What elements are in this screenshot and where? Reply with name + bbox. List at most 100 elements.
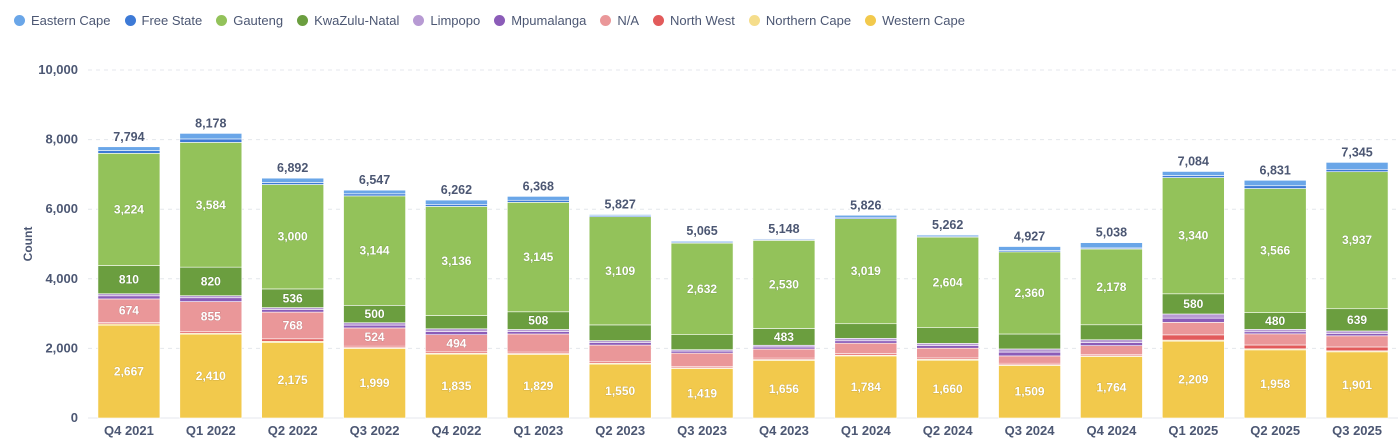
bar-segment [916, 347, 979, 359]
x-tick-label: Q1 2023 [513, 423, 563, 438]
x-tick-label: Q4 2021 [104, 423, 154, 438]
x-tick-label: Q2 2022 [268, 423, 318, 438]
legend-label: Limpopo [430, 13, 481, 28]
legend-item-limpopo[interactable]: Limpopo [413, 13, 480, 28]
legend-dot-icon [124, 15, 136, 26]
segment-value-label: 3,584 [196, 198, 226, 212]
bar-segment [425, 204, 488, 207]
segment-value-label: 3,937 [1342, 233, 1372, 247]
legend-label: North West [670, 13, 735, 28]
x-tick-label: Q3 2022 [350, 423, 400, 438]
segment-value-label: 2,667 [114, 365, 144, 379]
legend-item-na[interactable]: N/A [600, 13, 639, 28]
bar-segment [97, 293, 161, 297]
bar-segment [752, 240, 816, 329]
bar-segment [916, 236, 979, 328]
legend-item-kwazulu-natal[interactable]: KwaZulu-Natal [297, 13, 399, 28]
bar-segment [916, 234, 979, 237]
y-tick-label: 8,000 [45, 132, 78, 147]
bar-segment [1162, 334, 1225, 341]
bar-total-label: 5,826 [850, 198, 881, 212]
x-tick-label: Q4 2024 [1087, 423, 1138, 438]
bar-segment [916, 327, 979, 344]
bar-segment [1243, 329, 1307, 333]
bar-total-label: 6,368 [523, 179, 554, 193]
legend-item-free-state[interactable]: Free State [124, 13, 203, 28]
bar-segment [425, 206, 488, 316]
segment-value-label: 820 [201, 274, 221, 288]
bar-segment [179, 266, 243, 296]
segment-value-label: 1,784 [851, 380, 881, 394]
bar-segment [1243, 179, 1307, 187]
segment-value-label: 1,829 [523, 379, 553, 393]
bar-segment [343, 193, 406, 197]
segment-value-label: 674 [119, 304, 139, 318]
segment-value-label: 1,419 [687, 386, 717, 400]
segment-value-label: 1,835 [441, 379, 471, 393]
bar-segment [916, 359, 979, 419]
legend-item-gauteng[interactable]: Gauteng [216, 13, 283, 28]
bar-segment [1162, 322, 1225, 336]
bar-segment [1080, 356, 1143, 419]
segment-value-label: 508 [528, 314, 548, 328]
segment-value-label: 639 [1347, 313, 1367, 327]
legend-dot-icon [653, 15, 665, 26]
bar-segment [507, 202, 570, 313]
legend-item-eastern-cape[interactable]: Eastern Cape [14, 13, 111, 28]
bar-segment [425, 315, 488, 330]
bar-segment [343, 195, 406, 306]
x-tick-label: Q3 2025 [1332, 423, 1382, 438]
legend-item-mpumalanga[interactable]: Mpumalanga [494, 13, 586, 28]
bar-segment [179, 133, 243, 140]
bar-segment [179, 297, 243, 302]
bar-segment [1080, 339, 1143, 343]
segment-value-label: 2,175 [278, 373, 308, 387]
legend-label: KwaZulu-Natal [314, 13, 400, 28]
bar-segment [507, 331, 570, 335]
bar-segment [179, 333, 243, 419]
legend-dot-icon [413, 15, 425, 26]
legend-item-northern-cape[interactable]: Northern Cape [748, 13, 852, 28]
bar-segment [670, 368, 734, 419]
legend-dot-icon [216, 15, 228, 26]
legend-dot-icon [748, 15, 760, 26]
bar-segment [1325, 330, 1389, 334]
y-tick-label: 0 [71, 410, 78, 425]
y-tick-label: 4,000 [45, 271, 78, 286]
bar-segment [97, 153, 161, 266]
legend-item-western-cape[interactable]: Western Cape [865, 13, 965, 28]
segment-value-label: 2,632 [687, 282, 717, 296]
legend-label: Northern Cape [765, 13, 852, 28]
legend-dot-icon [600, 15, 612, 26]
bar-segment [998, 351, 1061, 357]
legend-label: Mpumalanga [511, 13, 587, 28]
y-tick-label: 10,000 [38, 62, 78, 77]
bar-segment [670, 240, 734, 243]
bar-segment [261, 307, 324, 310]
legend-label: Free State [141, 13, 203, 28]
bar-segment [1080, 242, 1143, 249]
bar-segment [1325, 351, 1389, 419]
segment-value-label: 3,340 [1178, 229, 1208, 243]
bar-segment [1325, 171, 1389, 310]
bar-segment [834, 214, 898, 218]
bar-segment [97, 324, 161, 419]
bar-segment [834, 340, 898, 344]
x-tick-label: Q1 2024 [841, 423, 892, 438]
legend-item-north-west[interactable]: North West [653, 13, 735, 28]
x-tick-label: Q2 2023 [595, 423, 645, 438]
bar-segment [425, 199, 488, 205]
bar-segment [588, 214, 652, 216]
legend-dot-icon [865, 15, 877, 26]
legend-label: Western Cape [882, 13, 965, 28]
bar-segment [670, 334, 734, 350]
bar-segment [97, 295, 161, 300]
bar-segment [998, 333, 1061, 350]
segment-value-label: 580 [1183, 297, 1203, 311]
segment-value-label: 3,145 [523, 250, 553, 264]
bar-segment [1243, 185, 1307, 189]
x-tick-label: Q4 2022 [432, 423, 482, 438]
bar-segment [1080, 345, 1143, 355]
bar-total-label: 8,178 [195, 116, 226, 130]
